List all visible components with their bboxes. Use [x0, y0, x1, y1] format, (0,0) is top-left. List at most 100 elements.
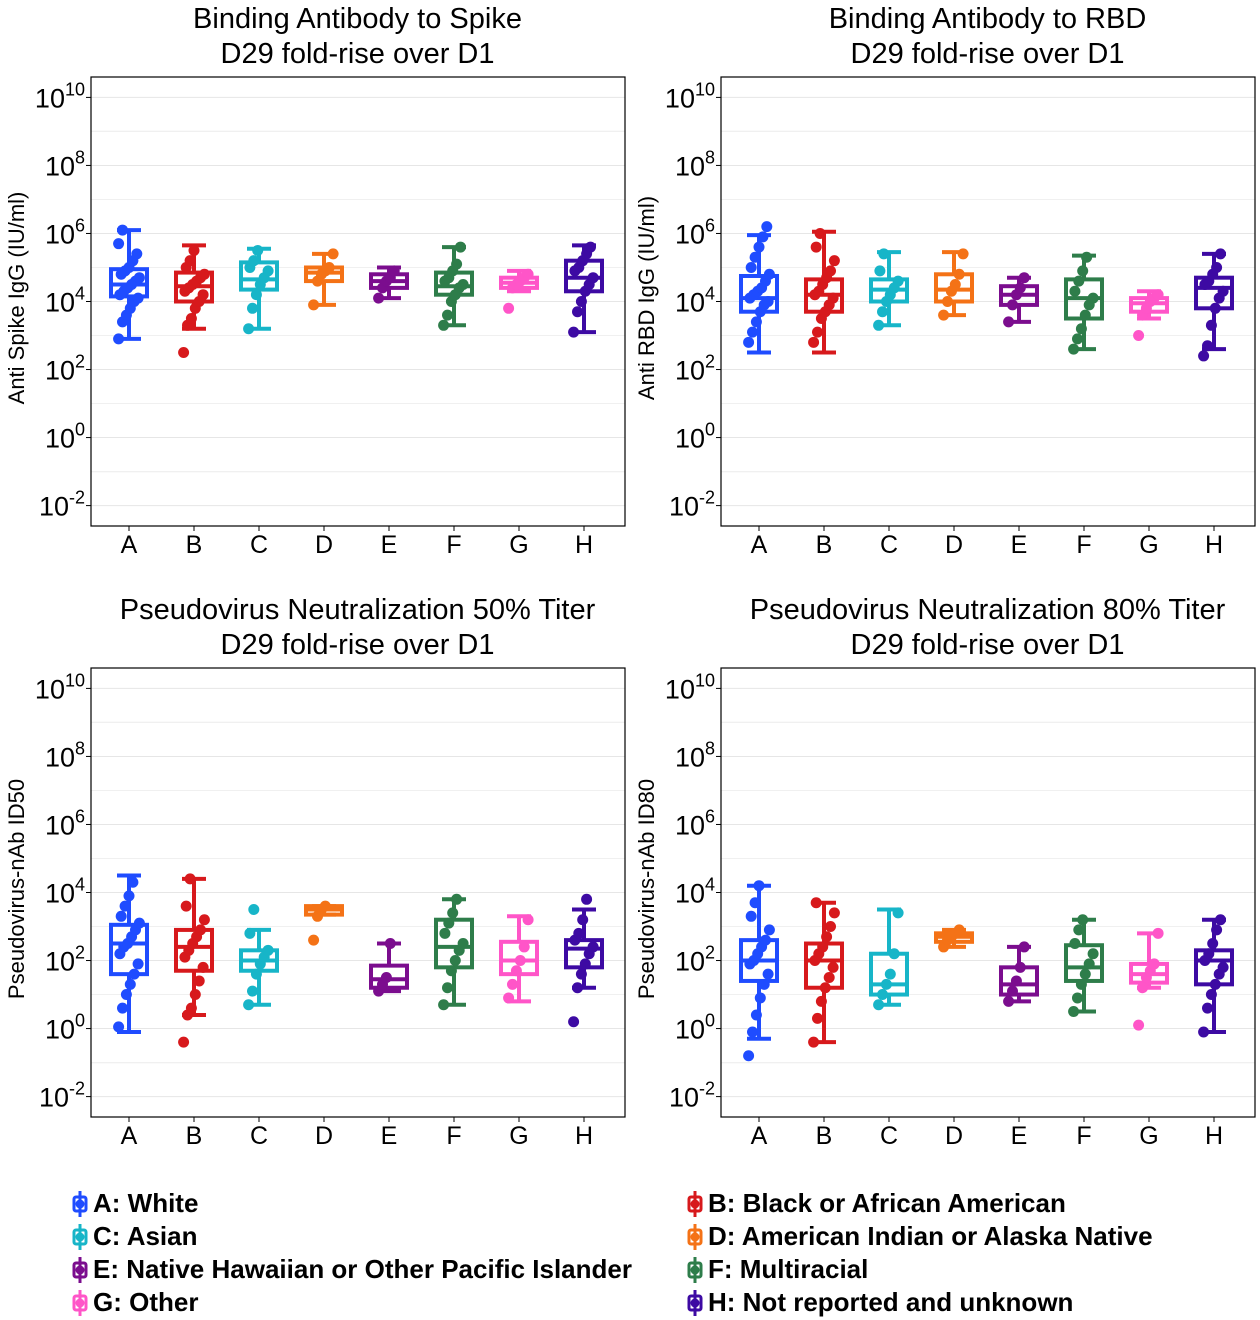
x-tick-label: F — [1076, 531, 1091, 559]
data-point — [451, 893, 463, 905]
legend-label: B: Black or African American — [708, 1188, 1066, 1218]
data-point — [877, 989, 888, 1001]
data-point — [262, 944, 274, 956]
y-tick-label: 10-2 — [39, 1079, 85, 1113]
data-point — [439, 927, 451, 939]
data-point — [308, 299, 320, 311]
data-point — [888, 948, 900, 960]
data-point — [750, 1009, 762, 1021]
legend-label: H: Not reported and unknown — [708, 1287, 1074, 1317]
data-point — [132, 292, 144, 304]
data-point — [1007, 299, 1018, 311]
data-point — [123, 890, 135, 902]
data-point — [252, 244, 264, 256]
data-point — [243, 323, 255, 335]
x-tick-label: E — [1011, 531, 1028, 559]
data-point — [1075, 323, 1087, 335]
box-a — [109, 224, 149, 345]
data-point — [1152, 927, 1164, 939]
data-point — [133, 917, 145, 929]
box-b — [804, 897, 844, 1048]
data-point — [760, 934, 771, 946]
data-point — [518, 941, 530, 953]
x-tick-label: B — [186, 1122, 203, 1150]
data-point — [750, 316, 762, 328]
data-point — [388, 265, 400, 277]
data-point — [1217, 285, 1229, 297]
data-point — [745, 261, 757, 273]
data-point — [442, 309, 453, 321]
data-point — [319, 900, 331, 912]
legend-label: G: Other — [93, 1287, 199, 1317]
legend-item-d: D: American Indian or Alaska Native — [685, 1220, 1153, 1253]
data-point — [880, 978, 892, 990]
data-point — [117, 224, 128, 236]
x-tick-label: A — [751, 1122, 768, 1150]
data-point — [815, 995, 827, 1007]
data-point — [873, 319, 885, 331]
legend-key-g — [72, 1289, 88, 1316]
data-point — [1079, 309, 1091, 321]
y-tick-label: 10-2 — [669, 1079, 715, 1113]
data-point — [113, 333, 125, 345]
data-point — [1148, 958, 1160, 970]
legend-key-box — [687, 1195, 703, 1212]
x-tick-label: F — [446, 1122, 461, 1150]
data-point — [1075, 978, 1087, 990]
data-point — [1007, 985, 1018, 997]
y-tick-label: 104 — [45, 284, 85, 318]
box-c — [239, 244, 279, 335]
data-point — [877, 306, 888, 318]
chart-plot-area: 10-2 100 102 104 106 108 1010 A B C D E F G H — [665, 76, 1256, 559]
box-b — [804, 227, 844, 355]
data-point — [743, 336, 755, 348]
data-point — [510, 965, 522, 977]
data-point — [178, 347, 190, 359]
x-tick-label: B — [186, 531, 203, 559]
legend-label: C: Asian — [93, 1221, 198, 1251]
data-point — [938, 309, 950, 321]
data-point — [1087, 292, 1099, 304]
data-point — [953, 268, 965, 280]
data-point — [373, 292, 385, 304]
data-point — [1068, 1006, 1080, 1018]
data-point — [757, 231, 769, 243]
data-point — [823, 972, 835, 984]
legend-item-a: A: White — [70, 1187, 198, 1220]
data-point — [581, 893, 593, 905]
data-point — [323, 261, 335, 273]
data-point — [1072, 992, 1083, 1004]
data-point — [184, 255, 196, 267]
x-tick-label: B — [816, 1122, 833, 1150]
y-tick-label: 100 — [45, 1011, 85, 1045]
y-tick-label: 102 — [45, 352, 85, 386]
data-point — [763, 268, 775, 280]
data-point — [1079, 968, 1091, 980]
chart-title: Binding Antibody to Spike D29 fold-rise … — [90, 2, 625, 72]
data-point — [884, 968, 896, 980]
x-tick-label: D — [315, 531, 333, 559]
data-point — [762, 968, 774, 980]
data-point — [1014, 961, 1026, 973]
data-point — [189, 989, 201, 1001]
chart-title-line2: D29 fold-rise over D1 — [220, 629, 495, 661]
y-tick-label: 100 — [45, 420, 85, 454]
legend-key-box — [72, 1294, 88, 1311]
legend-label: E: Native Hawaiian or Other Pacific Isla… — [93, 1254, 632, 1284]
box-e — [369, 265, 409, 304]
y-tick-label: 106 — [675, 806, 715, 840]
legend-key-box — [72, 1228, 88, 1245]
box-iqr — [174, 927, 214, 973]
data-point — [573, 927, 585, 939]
data-point — [1217, 961, 1229, 973]
box-a — [109, 873, 149, 1034]
data-point — [587, 272, 599, 284]
data-point — [438, 999, 450, 1011]
y-tick-label: 106 — [45, 806, 85, 840]
data-point — [127, 876, 139, 888]
data-point — [568, 326, 580, 338]
box-d — [934, 924, 974, 953]
x-tick-label: C — [880, 531, 898, 559]
data-point — [113, 238, 125, 250]
data-point — [743, 1050, 755, 1062]
